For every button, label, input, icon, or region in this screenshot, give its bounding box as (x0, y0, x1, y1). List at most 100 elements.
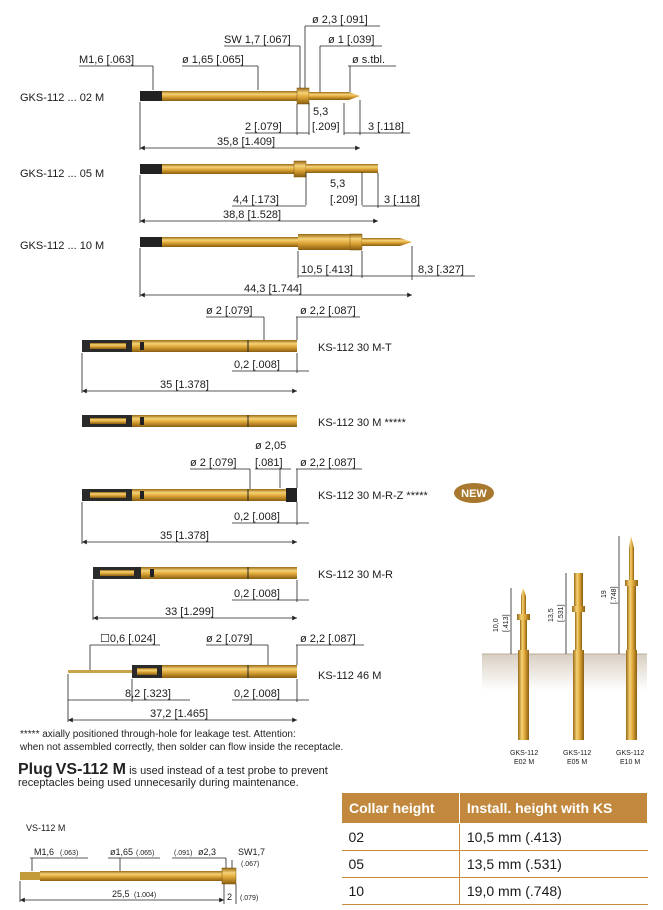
dim-label: ø 2,2 [.087] (300, 305, 356, 317)
dim-label: (.063) (60, 850, 78, 857)
part-ks-46m: KS-112 46 M ☐0,6 [.024] ø 2 [.079] ø 2,2… (67, 633, 381, 723)
table-header: Collar height (341, 792, 460, 824)
plug-desc: is used instead of a test probe to preve… (18, 765, 328, 789)
probe-label: E02 M (514, 759, 534, 766)
table-cell: 10 (341, 877, 460, 905)
part-label: KS-112 30 M ***** (318, 417, 407, 429)
dim-label: 0,2 [.008] (234, 688, 280, 700)
dim-label: [.209] (330, 194, 358, 206)
part-label: GKS-112 ... 05 M (20, 168, 104, 180)
table-row: 05 13,5 mm (.531) (341, 850, 648, 878)
part-gks-10: GKS-112 ... 10 M 10,5 [.413] 8,3 [.327] … (20, 233, 475, 298)
dim-label: ø 2,2 [.087] (300, 457, 356, 469)
dim-label: 25,5 (112, 889, 130, 899)
part-gks-02: GKS-112 ... 02 M M1,6 [.063] ø 1,65 [.06… (20, 14, 410, 151)
dim-label: ø s.tbl. (352, 54, 385, 66)
collar (296, 87, 310, 105)
dim-label: 10,5 [.413] (301, 264, 353, 276)
table-cell: 13,5 mm (.531) (458, 850, 648, 878)
dim-label: 5,3 (330, 178, 345, 190)
table-cell: 02 (341, 823, 460, 851)
part-ks-30m: KS-112 30 M ***** (82, 415, 407, 429)
dim-label: 35,8 [1.409] (217, 136, 275, 148)
dim-label: M1,6 (34, 847, 54, 857)
table-row: 10 19,0 mm (.748) (341, 877, 648, 905)
new-badge (454, 483, 494, 503)
probe-label: E10 M (620, 759, 640, 766)
plug-title-model: VS-112 M (55, 761, 126, 778)
dim-label: ø 2,05 (255, 440, 286, 452)
table-header: Install. height with KS (458, 792, 649, 824)
dim-label: 0,2 [.008] (234, 359, 280, 371)
dim-label: [.081] (255, 457, 283, 469)
plug-description: Plug VS-112 M is used instead of a test … (18, 761, 328, 790)
dim-label: 35 [1.378] (160, 530, 209, 542)
part-label: KS-112 30 M-R-Z ***** (318, 490, 429, 502)
dim-label: (.065) (136, 850, 154, 857)
dim-label: ø 2,3 [.091] (312, 14, 368, 26)
thread (140, 91, 162, 101)
dim-label: 8,3 [.327] (418, 264, 464, 276)
dim-label: 4,4 [.173] (233, 194, 279, 206)
dim-label: 2 [.079] (245, 121, 282, 133)
table-cell: 19,0 mm (.748) (458, 877, 648, 905)
dim-label: (1.004) (134, 892, 156, 899)
plug-label: VS-112 M (26, 823, 65, 833)
table-header-row: Collar height Install. height with KS (341, 792, 649, 824)
part-ks-30mt: KS-112 30 M-T ø 2 [.079] ø 2,2 [.087] 0,… (81, 305, 392, 394)
ground (482, 654, 647, 690)
dim-label: (.079) (240, 895, 258, 902)
part-label: KS-112 30 M-T (318, 342, 392, 354)
dim-label: 8,2 [.323] (125, 688, 171, 700)
dim-label: SW1,7 (238, 847, 265, 857)
dim-label: (.067) (241, 861, 259, 868)
table-cell: 10,5 mm (.413) (458, 823, 648, 851)
dim-label: ø2,3 (198, 847, 216, 857)
dim-label: 3 [.118] (368, 121, 404, 133)
height-label: [.748] (611, 586, 618, 604)
table-cell: 05 (341, 850, 460, 878)
probe-label: E05 M (567, 759, 587, 766)
installation-diagram: 10,0 [.413] 13,5 [.531] 19 [.748] GKS-11… (482, 536, 647, 766)
height-label: 19 (601, 590, 608, 598)
dim-label: ø1,65 (110, 847, 133, 857)
dim-label: 0,2 [.008] (234, 588, 280, 600)
probe-label: GKS-112 (563, 750, 591, 757)
part-label: GKS-112 ... 02 M (20, 92, 104, 104)
dim-label: 38,8 [1.528] (223, 209, 281, 221)
footnote: ***** axially positioned through-hole fo… (20, 728, 380, 754)
dim-label: ø 2 [.079] (206, 633, 252, 645)
dim-label: ø 2 [.079] (206, 305, 252, 317)
collar-table: Collar height Install. height with KS 02… (341, 792, 649, 905)
dim-label: 44,3 [1.744] (244, 283, 302, 295)
dim-label: ø 1,65 [.065] (182, 54, 244, 66)
dim-label: 37,2 [1.465] (150, 708, 208, 720)
dim-label: 33 [1.299] (165, 606, 214, 618)
dim-label: ø 2 [.079] (190, 457, 236, 469)
dim-label: SW 1,7 [.067] (224, 34, 291, 46)
height-label: [.531] (558, 604, 565, 622)
probe-label: GKS-112 (510, 750, 538, 757)
dim-label: (.091) (174, 850, 192, 857)
footnote-line: when not assembled correctly, then solde… (20, 742, 344, 753)
part-label: GKS-112 ... 10 M (20, 240, 104, 252)
plug-title: Plug (18, 761, 53, 778)
dim-label: M1,6 [.063] (79, 54, 134, 66)
part-label: KS-112 30 M-R (318, 569, 393, 581)
dim-label: 0,2 [.008] (234, 511, 280, 523)
part-ks-30mrz: KS-112 30 M-R-Z ***** NEW ø 2,05 [.081] … (81, 440, 494, 545)
dim-label: 5,3 (313, 106, 328, 118)
table-row: 02 10,5 mm (.413) (341, 823, 648, 851)
part-ks-30mr: KS-112 30 M-R 0,2 [.008] 33 [1.299] (92, 567, 393, 621)
height-label: 10,0 (493, 618, 500, 632)
dim-label: 2 (227, 892, 232, 902)
new-badge-label: NEW (461, 488, 487, 500)
height-label: 13,5 (548, 608, 555, 622)
dim-label: 3 [.118] (384, 194, 420, 206)
dim-label: ø 1 [.039] (328, 34, 374, 46)
probe-label: GKS-112 (616, 750, 644, 757)
height-label: [.413] (503, 614, 510, 632)
plug-drawing: VS-112 M M1,6 (.063) ø1,65 (.065) (.091)… (19, 823, 265, 904)
part-label: KS-112 46 M (318, 670, 381, 682)
